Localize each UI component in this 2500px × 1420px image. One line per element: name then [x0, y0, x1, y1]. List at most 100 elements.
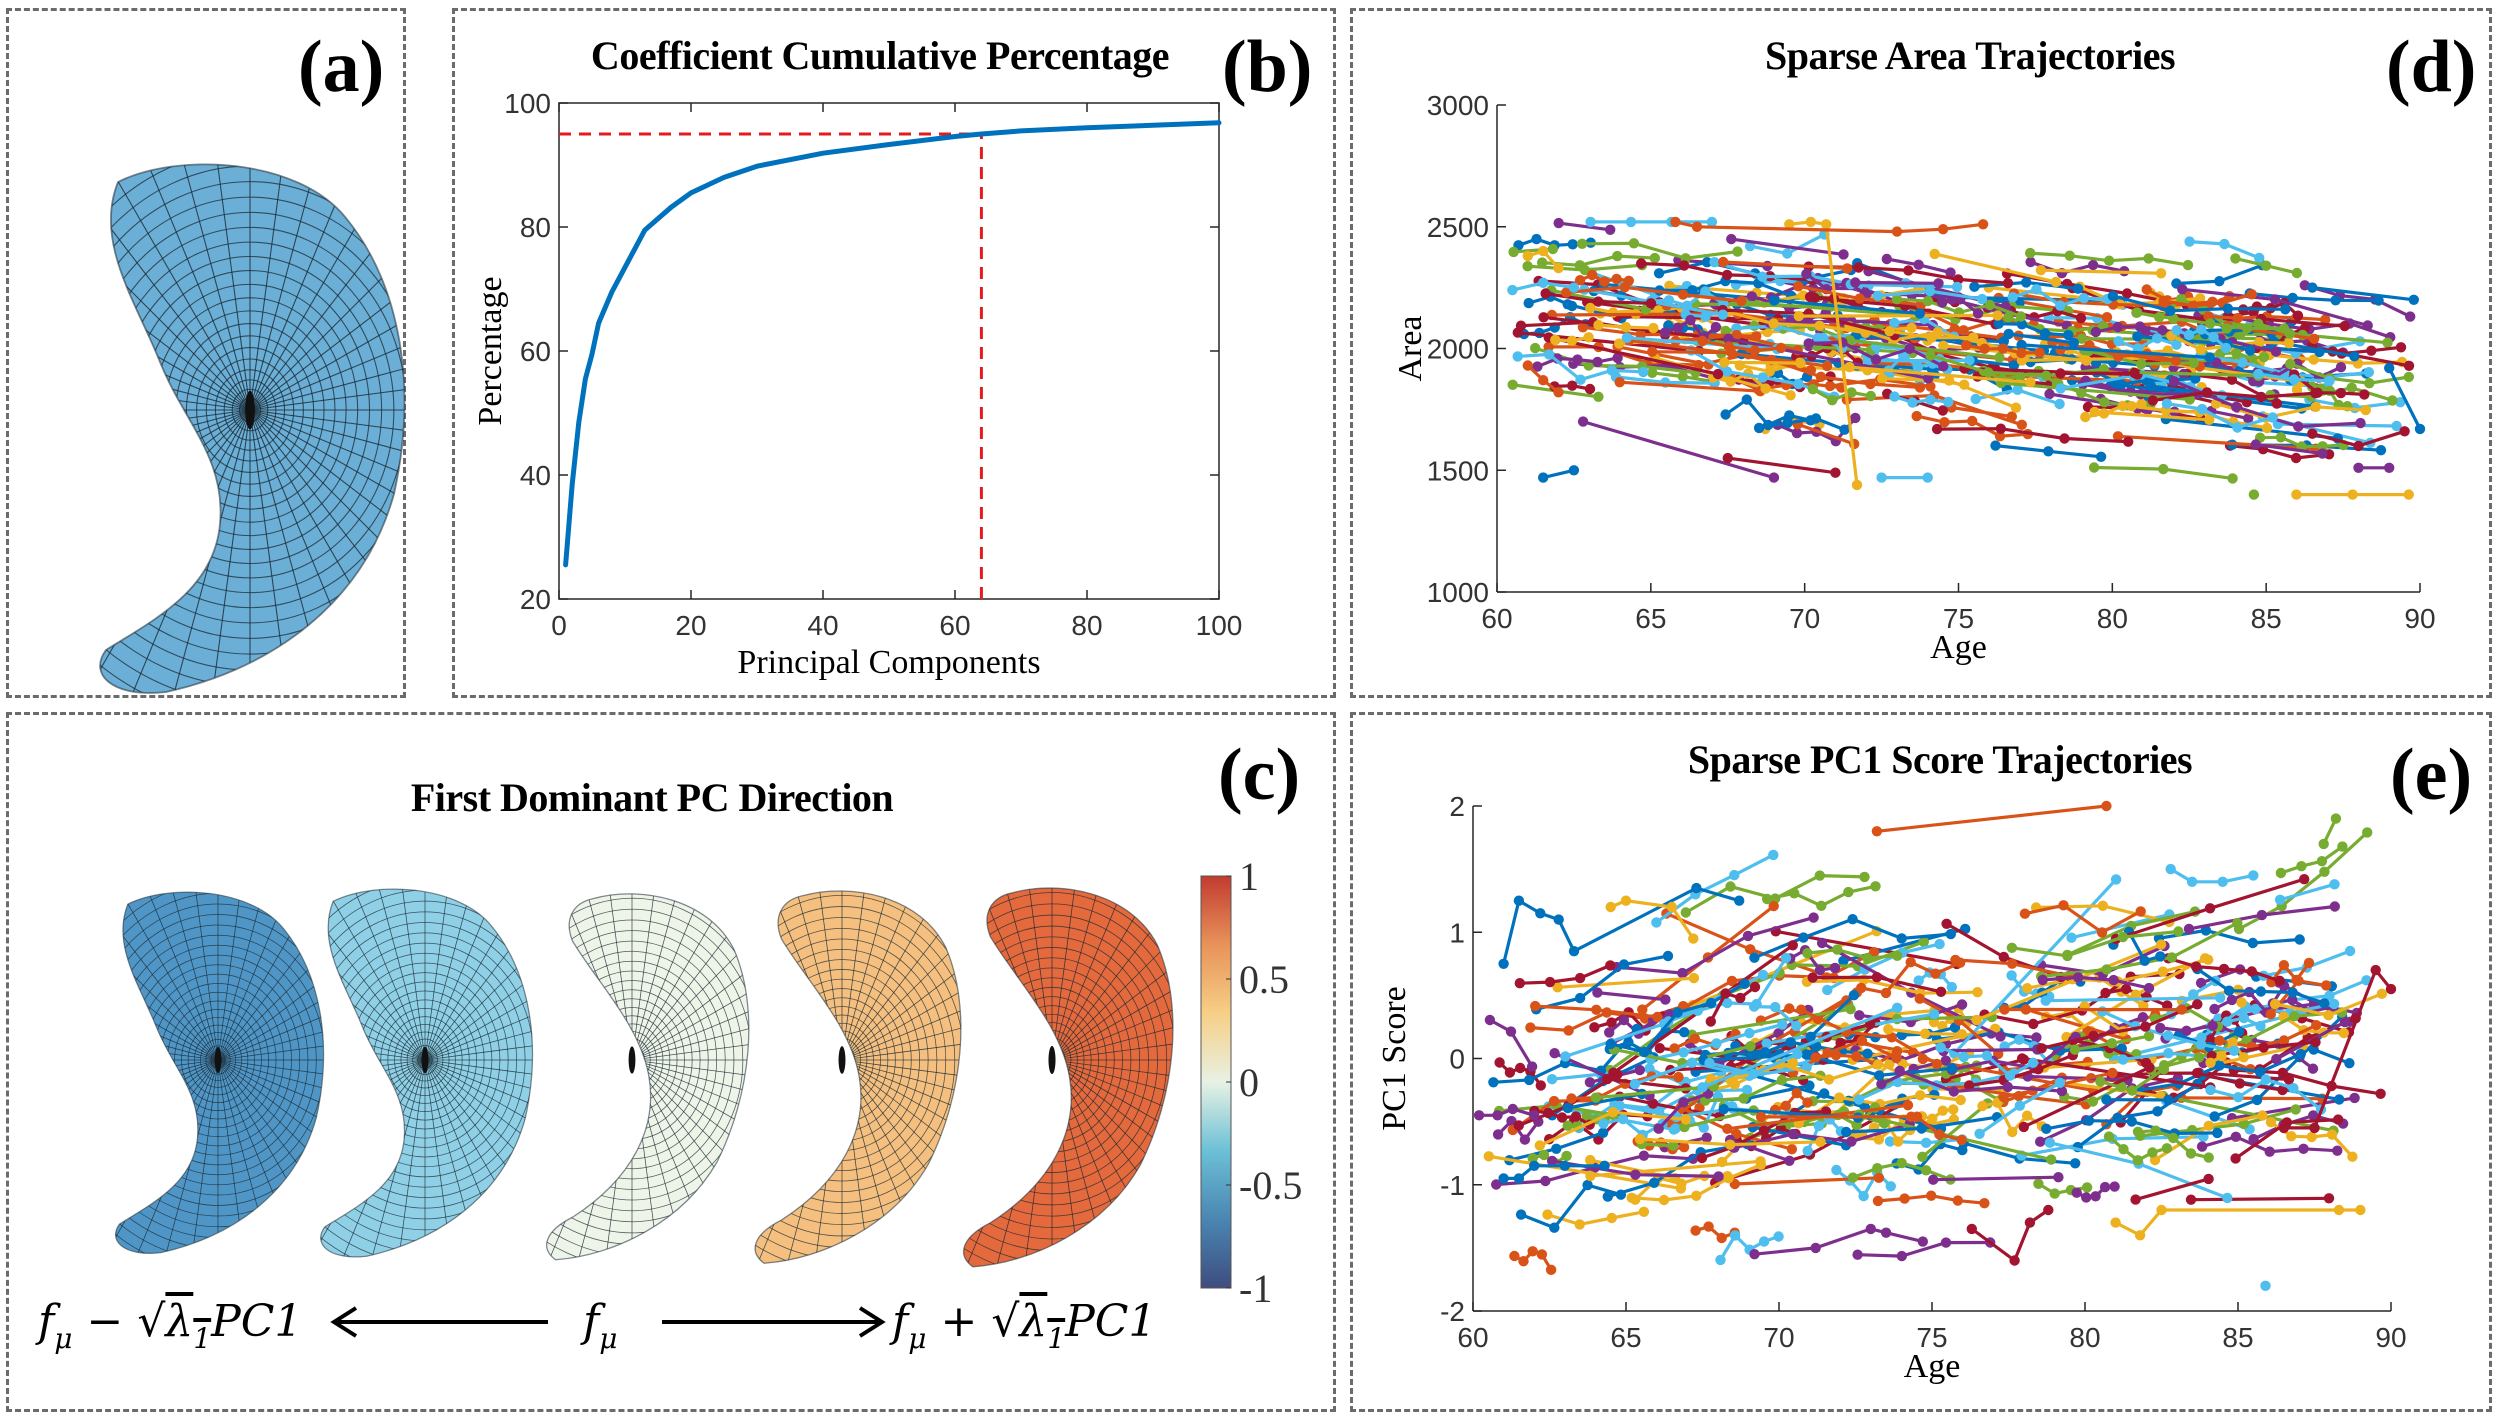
trajectory	[2185, 1193, 2335, 1205]
trajectory-point	[2069, 1044, 2081, 1055]
trajectory-point	[2318, 838, 2329, 850]
trajectory-point	[2118, 1144, 2129, 1155]
trajectory-point	[1508, 246, 1519, 258]
trajectory-point	[1791, 427, 1803, 439]
trajectory-point	[1507, 379, 1518, 390]
trajectory-point	[2083, 1115, 2095, 1126]
trajectory-point	[2155, 951, 2166, 962]
trajectory-point	[2303, 957, 2315, 969]
trajectory-point	[2264, 1146, 2275, 1157]
trajectory-point	[1614, 377, 1625, 388]
trajectory-point	[2008, 360, 2020, 371]
trajectory-point	[1688, 933, 1699, 944]
trajectory-point	[2139, 955, 2150, 966]
trajectory-point	[2040, 995, 2051, 1006]
trajectory-point	[1585, 302, 1596, 314]
trajectory-point	[1514, 978, 1526, 989]
trajectory-point	[1679, 1027, 1690, 1038]
trajectory-point	[1515, 1209, 1527, 1220]
trajectory-point	[2215, 992, 2226, 1003]
trajectory-point	[1883, 1023, 1894, 1035]
trajectory-line	[1876, 804, 2107, 833]
trajectory-point	[1606, 365, 1618, 376]
trajectory-point	[1934, 1129, 1945, 1140]
trajectory-point	[2132, 1126, 2144, 1138]
trajectory-point	[1529, 1160, 1540, 1172]
trajectory	[1761, 881, 1881, 911]
trajectory-point	[2335, 362, 2347, 373]
trajectory-point	[1990, 440, 2001, 451]
trajectory-point	[2132, 1155, 2144, 1166]
trajectory-point	[1830, 1050, 1842, 1061]
trajectory	[1881, 253, 1956, 278]
trajectory-point	[1513, 1120, 1525, 1131]
trajectory-point	[1483, 1151, 1495, 1162]
trajectory-point	[1911, 410, 1922, 422]
trajectory	[2291, 489, 2414, 500]
trajectory-point	[1577, 322, 1589, 333]
trajectory-point	[2135, 906, 2146, 917]
trajectory-point	[1995, 1031, 2006, 1042]
trajectory-point	[1780, 1100, 1792, 1112]
trajectory-point	[1607, 1107, 1619, 1118]
trajectory-point	[1535, 908, 1546, 919]
x-tick-label: 60	[1481, 603, 1512, 634]
trajectory-point	[2285, 358, 2296, 370]
trajectory-point	[1917, 1236, 1929, 1247]
trajectory-point	[1852, 1249, 1863, 1260]
x-tick-label: 70	[1763, 1322, 1794, 1353]
trajectory-point	[2080, 411, 2091, 423]
trajectory-point	[1870, 881, 1881, 892]
trajectory-point	[1653, 1123, 1664, 1134]
trajectory-point	[2050, 276, 2062, 288]
trajectory-point	[1729, 1230, 1741, 1241]
trajectory-point	[1686, 1057, 1698, 1068]
trajectory-point	[1680, 1114, 1692, 1125]
trajectory-point	[2271, 398, 2282, 409]
trajectory-point	[1917, 1151, 1928, 1163]
trajectory-point	[2168, 1132, 2179, 1144]
trajectory-line	[2181, 1096, 2323, 1101]
x-tick-label: 100	[1196, 610, 1243, 641]
trajectories	[1473, 800, 2397, 1292]
trajectory-point	[1492, 1110, 1503, 1121]
trajectory-point	[1748, 1001, 1760, 1012]
trajectory-point	[2214, 1035, 2225, 1046]
trajectory-point	[1583, 360, 1594, 371]
panel-d	[1350, 8, 2492, 698]
trajectory-point	[1789, 888, 1800, 899]
trajectory	[1871, 800, 2112, 837]
y-tick-label: 0	[1449, 1044, 1465, 1075]
trajectory-point	[1639, 1046, 1650, 1058]
trajectory-point	[2246, 966, 2257, 977]
trajectory-point	[1704, 1057, 1715, 1069]
trajectory-point	[2181, 1025, 2192, 1037]
trajectory-point	[1649, 252, 1661, 264]
trajectory-point	[1720, 988, 1731, 999]
trajectory-point	[2130, 1194, 2141, 1205]
trajectory	[2184, 236, 2265, 264]
trajectory	[1574, 269, 1635, 287]
trajectory-point	[2338, 1027, 2349, 1039]
trajectory-point	[1549, 1222, 1560, 1233]
trajectory-point	[2319, 866, 2330, 877]
trajectory-point	[1531, 233, 1542, 245]
trajectory	[1512, 349, 1649, 385]
trajectory-point	[1808, 912, 1819, 923]
trajectory-point	[2112, 321, 2124, 333]
trajectory-point	[1813, 1120, 1825, 1132]
trajectory-point	[1784, 1003, 1795, 1014]
trajectory-line	[1943, 1047, 2038, 1053]
trajectory-point	[1896, 1157, 1907, 1169]
y-axis-label: Area	[1392, 315, 1429, 381]
trajectory-point	[2403, 489, 2414, 500]
trajectory-point	[2332, 1145, 2343, 1156]
trajectory-point	[1725, 881, 1736, 892]
trajectory-line	[2169, 867, 2254, 884]
trajectory-point	[2205, 1057, 2216, 1069]
trajectory-point	[1872, 1059, 1884, 1070]
trajectory-point	[2107, 1067, 2118, 1079]
trajectory-point	[2326, 1129, 2338, 1140]
trajectory	[1537, 250, 1661, 271]
panel-b-label: (b)	[1222, 26, 1313, 108]
